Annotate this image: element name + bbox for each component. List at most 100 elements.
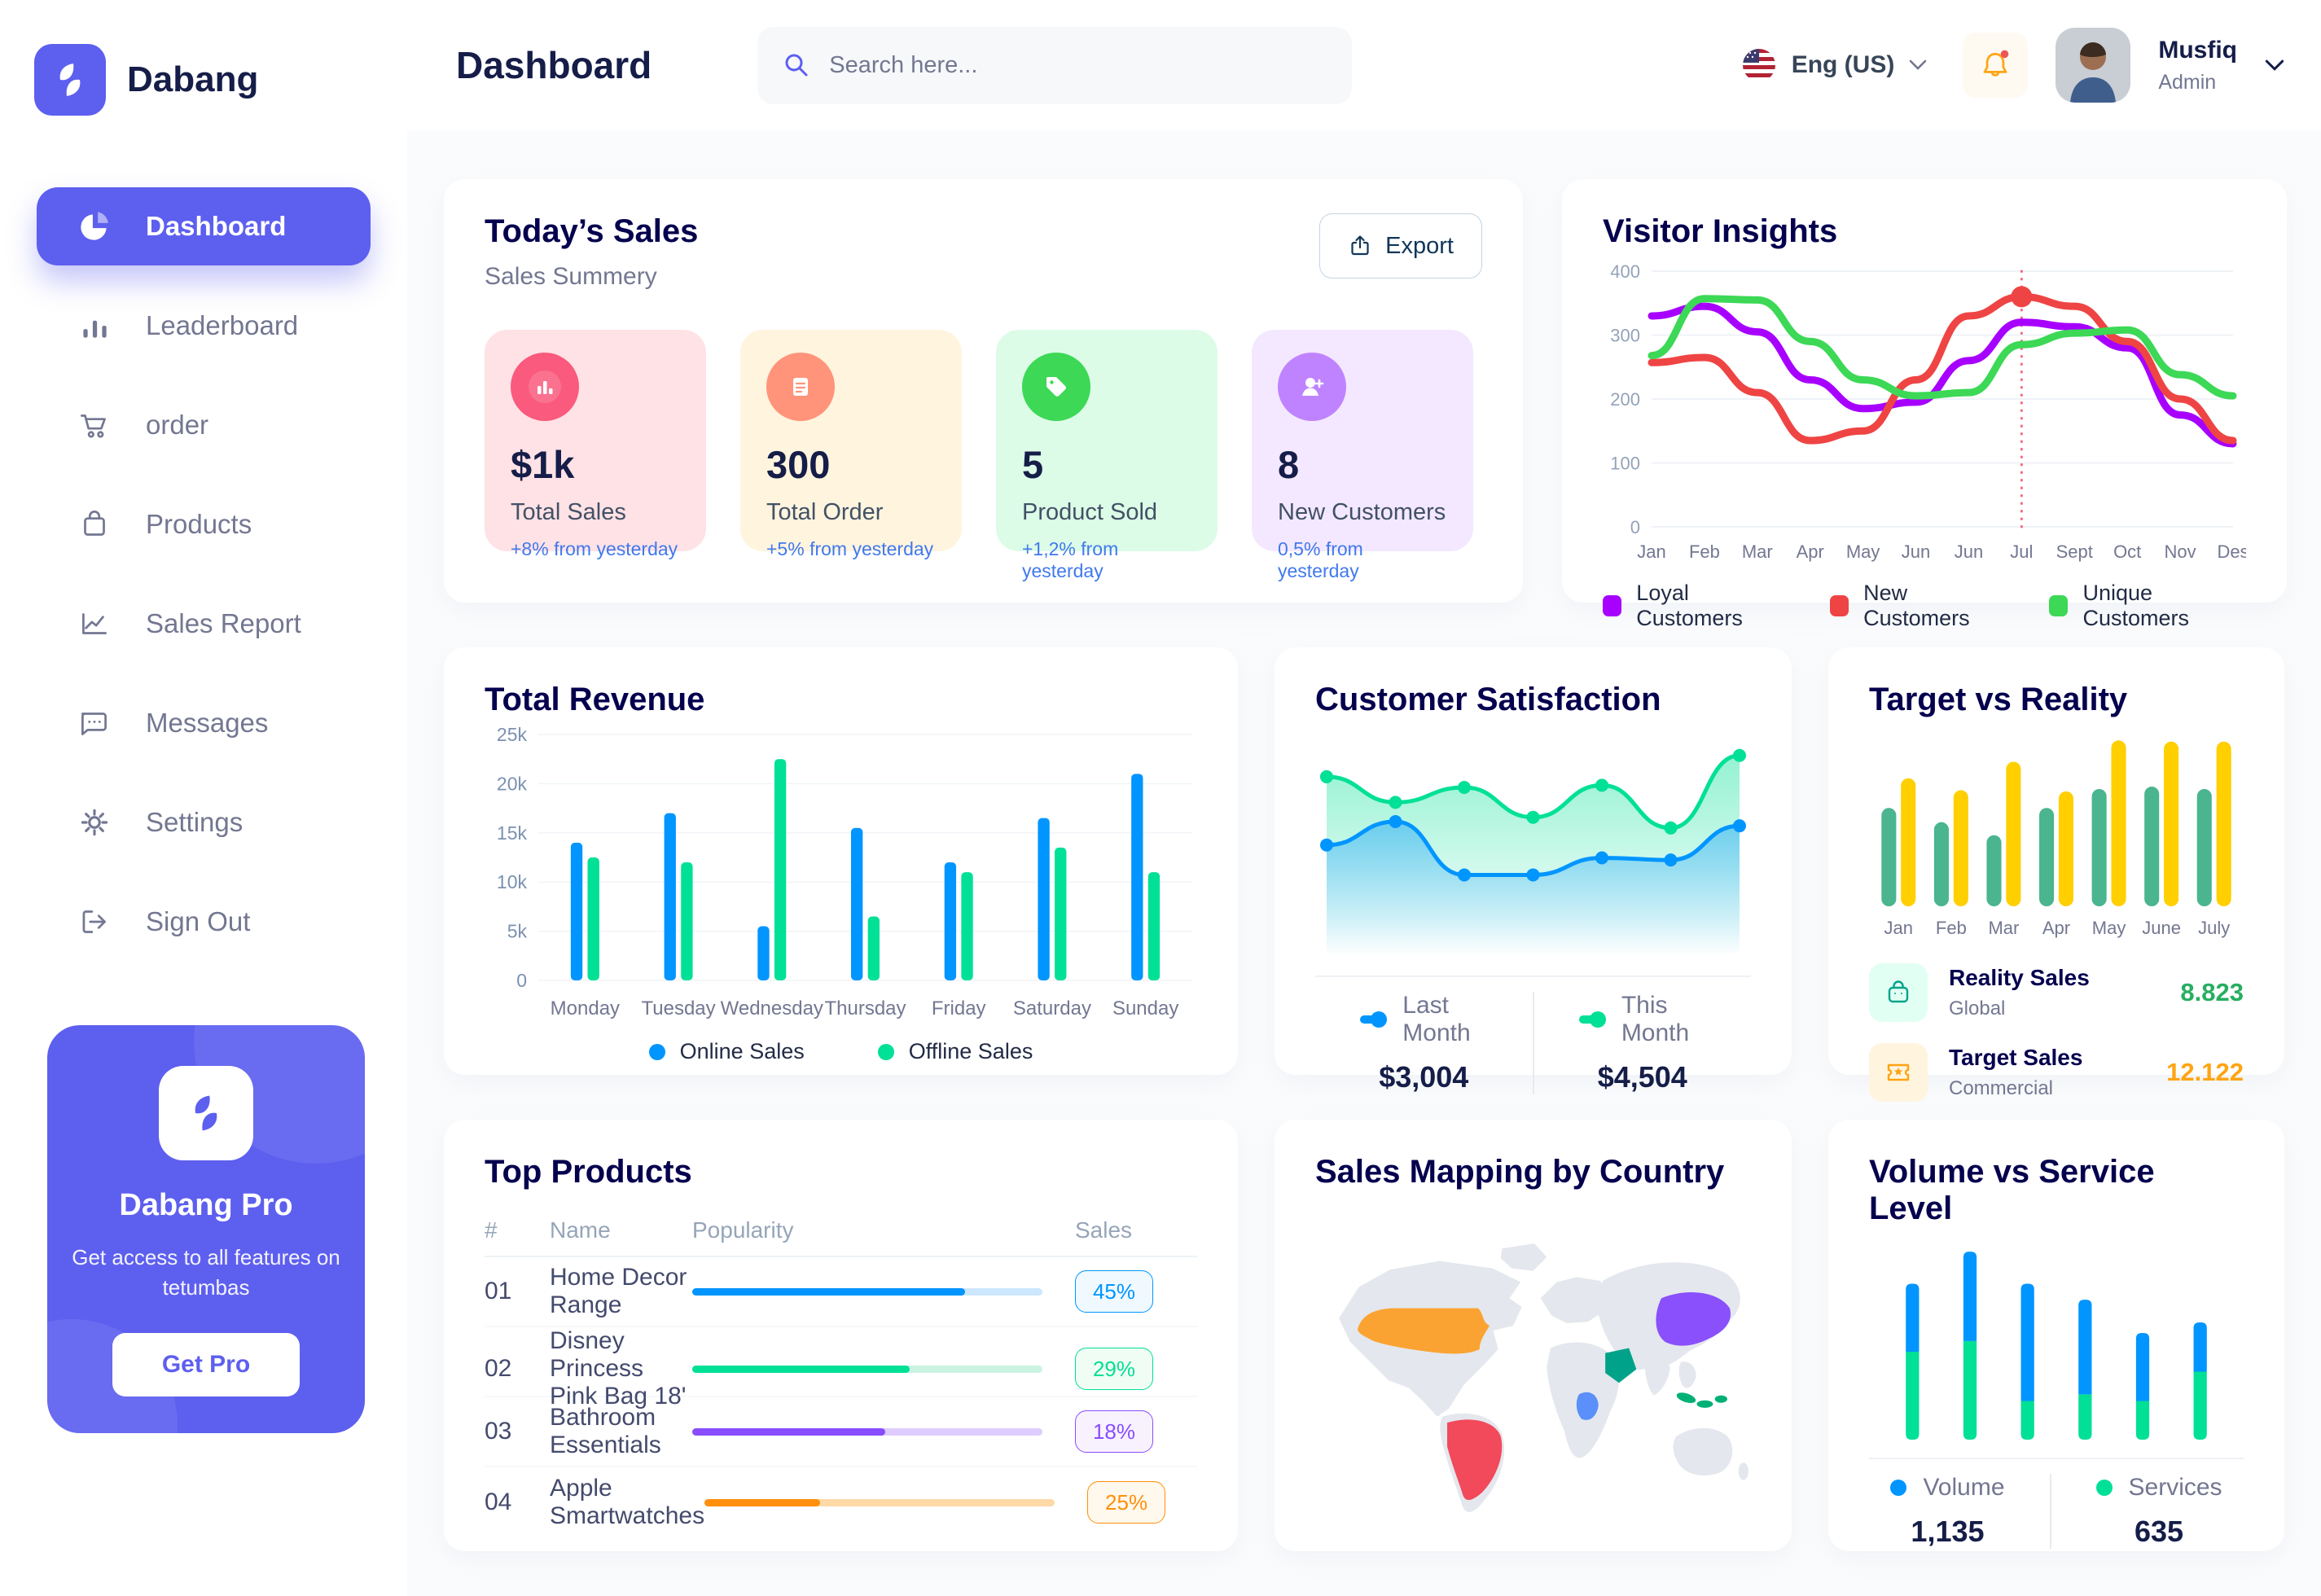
- svg-text:200: 200: [1610, 389, 1640, 410]
- customer-satisfaction-title: Customer Satisfaction: [1315, 682, 1661, 717]
- svg-text:5k: 5k: [507, 921, 528, 942]
- svg-text:Jul: Jul: [2010, 542, 2033, 562]
- sidebar-nav: Dashboard Leaderboard order: [0, 130, 407, 982]
- sidebar-item-label: Sign Out: [146, 906, 251, 936]
- target-ticket-icon: [1869, 1043, 1928, 1102]
- sales-badge: 18%: [1075, 1410, 1153, 1453]
- language-label: Eng (US): [1791, 51, 1895, 78]
- get-pro-button[interactable]: Get Pro: [112, 1333, 300, 1396]
- unique-customers-swatch: [2049, 595, 2069, 616]
- sidebar: Dabang Dashboard Leaderboard: [0, 0, 407, 1596]
- svg-text:Thursday: Thursday: [824, 998, 906, 1019]
- sidebar-item-order[interactable]: order: [37, 386, 371, 464]
- svg-text:May: May: [2092, 918, 2126, 938]
- sidebar-item-label: Leaderboard: [146, 310, 299, 340]
- visitor-insights-card: Visitor Insights 0 100 200 300 400 Jan Feb Mar A…: [1562, 179, 2287, 630]
- gear-icon: [76, 804, 113, 841]
- sidebar-item-leaderboard[interactable]: Leaderboard: [37, 287, 371, 365]
- todays-sales-subtitle: Sales Summery: [485, 263, 657, 290]
- us-flag-icon: [1741, 47, 1777, 83]
- country-indonesia: [1676, 1392, 1727, 1408]
- sidebar-item-sign-out[interactable]: Sign Out: [37, 883, 371, 961]
- sales-badge: 45%: [1075, 1270, 1153, 1313]
- volume-vs-service-title: Volume vs Service Level: [1869, 1154, 2155, 1226]
- order-stat-icon: [766, 353, 835, 421]
- visitor-insights-title: Visitor Insights: [1603, 213, 1838, 249]
- top-bar: Dashboard: [407, 0, 2321, 130]
- svg-text:Nov: Nov: [2165, 542, 2196, 562]
- total-revenue-card: Total Revenue 0 5k 10k 15k 20k 25k Monday Tuesd…: [444, 647, 1238, 1075]
- svg-text:300: 300: [1610, 326, 1640, 346]
- stat-product-sold: 5 Product Sold +1,2% from yesterday: [996, 330, 1218, 581]
- top-products-card: Top Products # Name Popularity Sales 01 …: [444, 1120, 1238, 1551]
- total-revenue-title: Total Revenue: [485, 682, 705, 717]
- main-content: Today’s Sales Sales Summery Export $1: [407, 130, 2321, 1596]
- sidebar-item-settings[interactable]: Settings: [37, 783, 371, 862]
- sales-mapping-title: Sales Mapping by Country: [1315, 1154, 1725, 1190]
- popularity-bar: [704, 1498, 1055, 1506]
- pro-logo-icon: [159, 1065, 253, 1160]
- sales-badge: 25%: [1087, 1481, 1166, 1524]
- bell-icon: [1983, 50, 2009, 77]
- user-avatar[interactable]: [2056, 28, 2131, 103]
- chevron-down-icon[interactable]: [1909, 59, 1927, 71]
- svg-text:400: 400: [1610, 261, 1640, 282]
- table-row: 01 Home Decor Range 45%: [485, 1257, 1197, 1327]
- notifications-button[interactable]: [1963, 33, 2029, 98]
- svg-text:Mar: Mar: [1988, 918, 2019, 938]
- customer-satisfaction-card: Customer Satisfaction Last Month $3,004 …: [1275, 647, 1792, 1094]
- user-role: Admin: [2158, 70, 2217, 94]
- pro-upsell-card: Dabang Pro Get access to all features on…: [47, 1024, 365, 1433]
- svg-text:20k: 20k: [497, 773, 528, 794]
- svg-text:Jan: Jan: [1637, 542, 1665, 562]
- svg-text:100: 100: [1610, 454, 1640, 474]
- svg-text:Apr: Apr: [1797, 542, 1824, 562]
- language-selector[interactable]: Eng (US): [1741, 47, 1928, 83]
- svg-text:Feb: Feb: [1936, 918, 1967, 938]
- online-sales-dot: [648, 1043, 665, 1060]
- sidebar-item-dashboard[interactable]: Dashboard: [37, 187, 371, 265]
- last-month-total: $3,004: [1379, 1060, 1469, 1094]
- volume-dot: [1890, 1480, 1907, 1496]
- tag-stat-icon: [1022, 353, 1090, 421]
- line-chart-icon: [76, 605, 113, 642]
- sign-out-icon: [76, 903, 113, 940]
- sidebar-item-messages[interactable]: Messages: [37, 684, 371, 762]
- svg-text:Oct: Oct: [2113, 542, 2141, 562]
- pro-title: Dabang Pro: [119, 1187, 293, 1222]
- services-total: 635: [2135, 1515, 2184, 1548]
- profile-chevron-down-icon[interactable]: [2265, 59, 2284, 72]
- total-revenue-chart: 0 5k 10k 15k 20k 25k Monday Tuesday Wednesday Thu…: [497, 725, 1192, 1019]
- sales-badge: 29%: [1075, 1348, 1153, 1390]
- volume-vs-service-chart: [1906, 1252, 2207, 1440]
- sidebar-item-label: Products: [146, 509, 252, 539]
- sidebar-item-products[interactable]: Products: [37, 485, 371, 563]
- svg-text:Jun: Jun: [1902, 542, 1930, 562]
- brand-logo-icon: [34, 44, 106, 116]
- svg-text:July: July: [2198, 918, 2230, 938]
- popularity-bar: [692, 1287, 1042, 1296]
- table-row: 02 Disney Princess Pink Bag 18' 29%: [485, 1327, 1197, 1410]
- target-vs-reality-card: Target vs Reality Jan Feb Mar Apr May June Jul…: [1828, 647, 2284, 1102]
- sidebar-item-sales-report[interactable]: Sales Report: [37, 585, 371, 663]
- svg-text:Wednesday: Wednesday: [721, 998, 823, 1019]
- svg-text:25k: 25k: [497, 725, 528, 745]
- search-input[interactable]: [829, 51, 1328, 79]
- svg-text:15k: 15k: [497, 822, 528, 844]
- svg-text:Sept: Sept: [2056, 542, 2093, 562]
- search-box[interactable]: [757, 26, 1353, 104]
- svg-text:Saturday: Saturday: [1013, 998, 1091, 1019]
- brand: Dabang: [0, 0, 407, 130]
- top-right-cluster: Eng (US) Musfiq Admin: [1741, 28, 2284, 103]
- sidebar-item-label: Messages: [146, 708, 269, 738]
- country-usa: [1357, 1308, 1490, 1354]
- todays-sales-title: Today’s Sales: [485, 213, 699, 249]
- export-icon: [1351, 235, 1369, 256]
- svg-text:0: 0: [516, 970, 527, 991]
- export-button[interactable]: Export: [1319, 213, 1482, 278]
- sidebar-item-label: Sales Report: [146, 608, 301, 638]
- svg-text:Friday: Friday: [932, 998, 986, 1019]
- svg-text:Sunday: Sunday: [1112, 998, 1178, 1019]
- pro-subtitle: Get access to all features on tetumbas: [72, 1244, 340, 1300]
- this-month-marker: [1578, 1011, 1606, 1028]
